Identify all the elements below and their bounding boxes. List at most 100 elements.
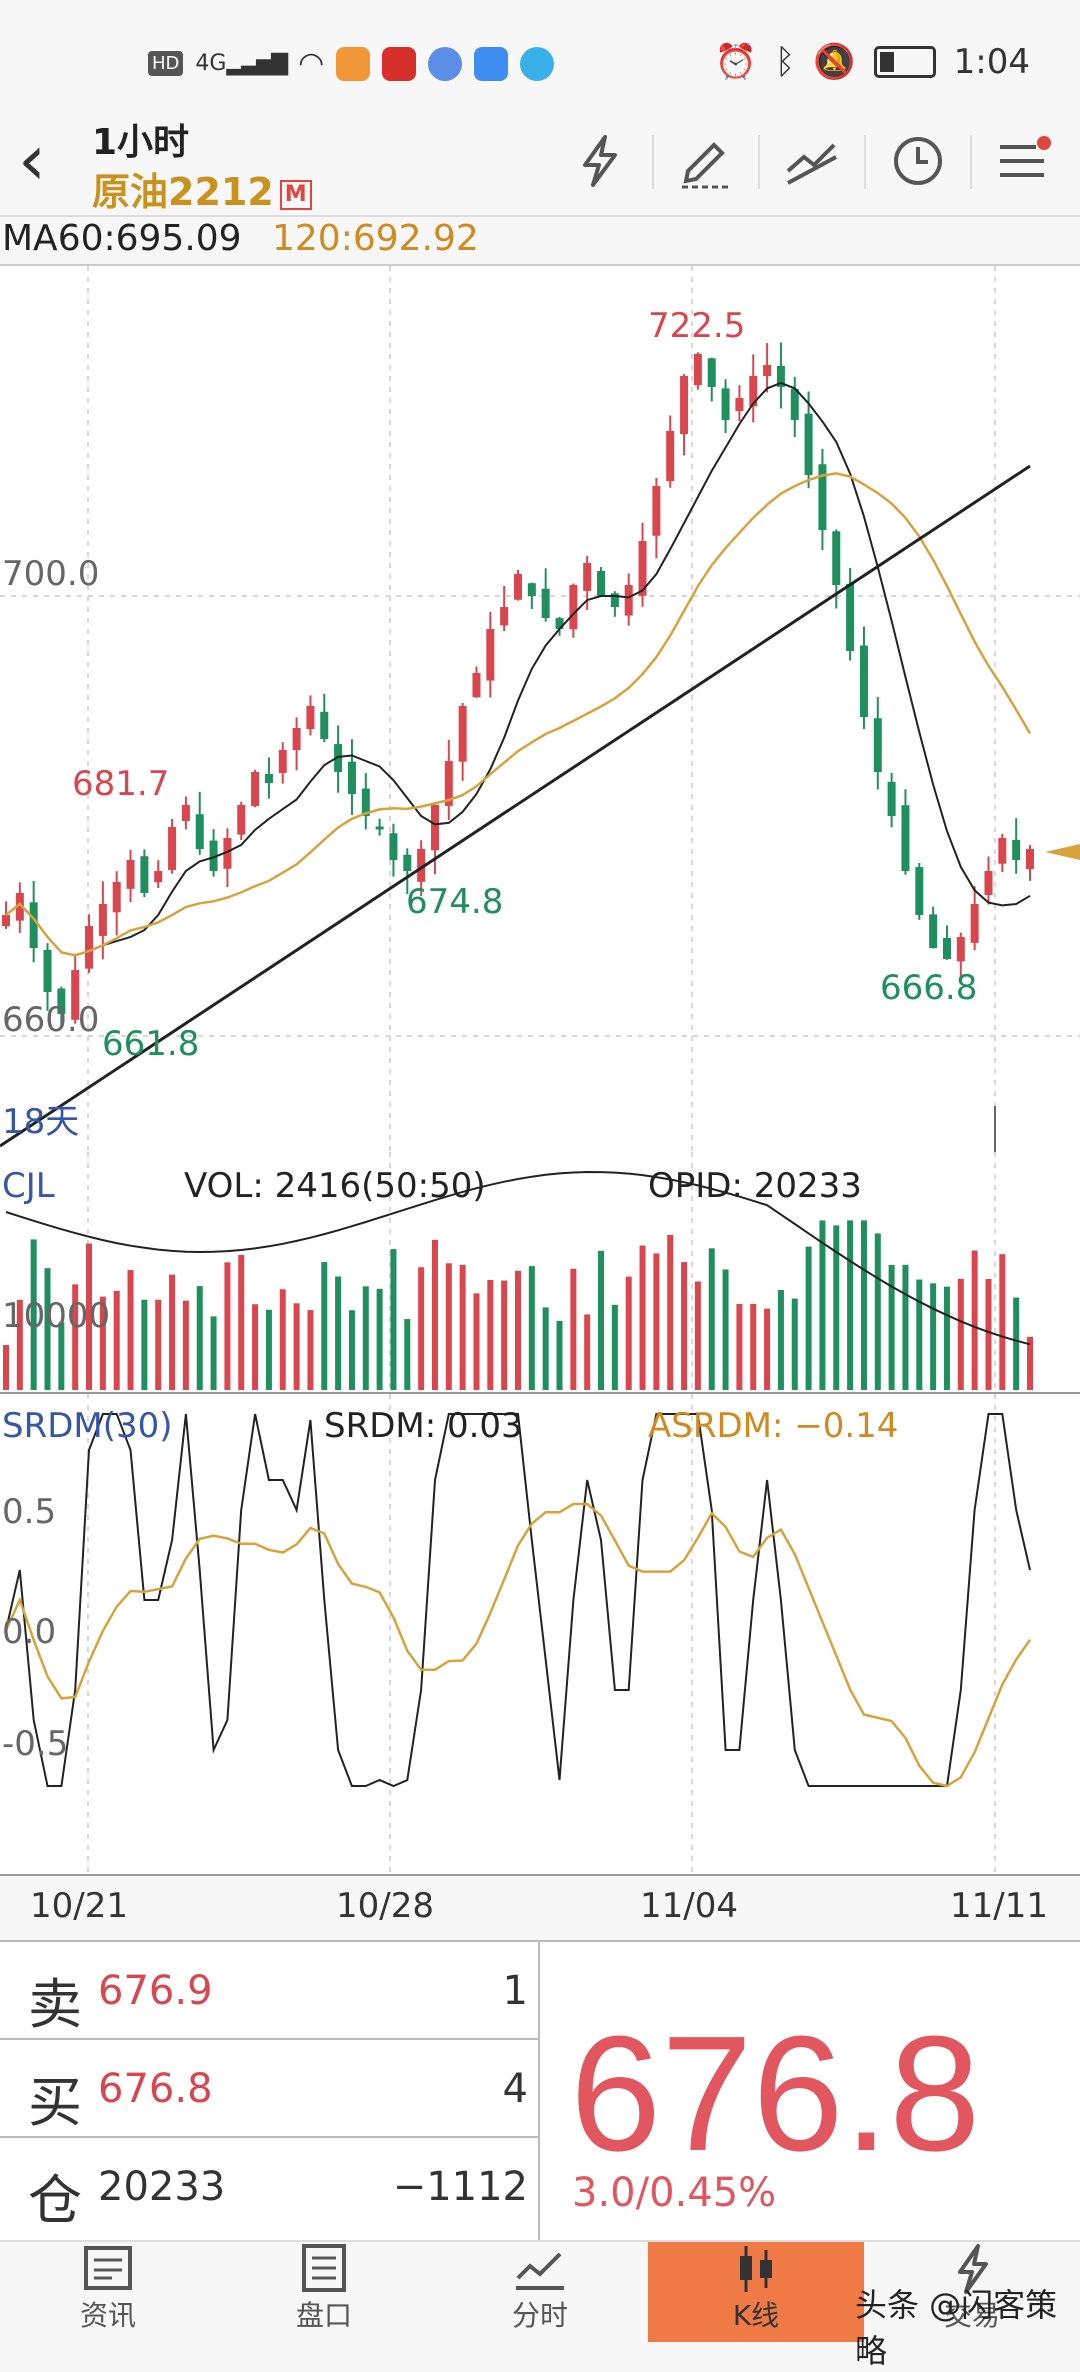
nav-label: 交易 [943, 2299, 1000, 2332]
volume-name: CJL [2, 1166, 55, 1206]
candle-body [223, 838, 232, 869]
volume-bar [238, 1254, 245, 1390]
news-icon [84, 2246, 132, 2290]
bid-qty: 4 [502, 2066, 528, 2112]
nav-timeshare[interactable]: 分时 [432, 2242, 648, 2342]
vol-axis-label: 10000 [2, 1296, 111, 1336]
nav-orderbook[interactable]: 盘口 [216, 2242, 432, 2342]
flash-button[interactable] [560, 121, 640, 201]
x-tick-1104: 11/04 [640, 1886, 738, 1926]
volume-bar [515, 1270, 521, 1390]
quote-box: 卖 676.9 1 买 676.8 4 仓 20233 −1112 [0, 1940, 1080, 2242]
volume-bar [459, 1264, 466, 1390]
candle-body [763, 365, 772, 377]
bid-row[interactable]: 买 676.8 4 [0, 2040, 540, 2138]
candlestick-chart [0, 266, 1080, 1152]
candle-body [693, 354, 702, 386]
oi-value: 20233 [98, 2164, 226, 2210]
candle-body [458, 706, 467, 762]
nav-label: 分时 [511, 2299, 568, 2332]
candle-body [417, 849, 426, 882]
candlestick-panel[interactable]: 700.0 660.0 722.5 681.7 674.8 661.8 666.… [0, 264, 1080, 1154]
volume-panel[interactable]: CJL VOL: 2416(50:50) OPID: 20233 10000 [0, 1152, 1080, 1394]
low-674-annotation: 674.8 [406, 882, 504, 922]
candle-body [195, 814, 204, 849]
wifi-icon: ◠ [298, 46, 325, 81]
bid-price: 676.8 [98, 2066, 213, 2112]
volume-bar [30, 1239, 37, 1390]
nav-kline[interactable]: K线 [648, 2242, 864, 2342]
nav-news[interactable]: 资讯 [0, 2242, 216, 2342]
ma120-value: 120:692.92 [272, 218, 479, 259]
bottom-nav: 资讯 盘口 分时 K线 交易 [0, 2240, 1080, 2342]
volume-bar [653, 1253, 660, 1390]
candle-body [859, 645, 868, 717]
notification-dot-icon [1037, 136, 1051, 150]
back-button[interactable]: ‹ [18, 119, 46, 201]
ask-row[interactable]: 卖 676.9 1 [0, 1942, 540, 2040]
volume-bar [252, 1304, 259, 1390]
open-interest-row[interactable]: 仓 20233 −1112 [0, 2138, 540, 2242]
bluetooth-icon: ᛒ [774, 42, 796, 82]
volume-bar [860, 1220, 867, 1390]
orderbook-icon [302, 2244, 346, 2292]
candle-body [375, 826, 384, 830]
volume-bar [390, 1249, 397, 1390]
volume-bar [750, 1303, 757, 1390]
weather-app-icon [474, 46, 509, 81]
candle-body [721, 388, 730, 420]
candle-body [527, 583, 536, 596]
volume-bar [487, 1279, 494, 1390]
srdm-value: SRDM: 0.03 [324, 1406, 523, 1446]
candle-body [790, 388, 799, 420]
candle-body [942, 937, 951, 959]
x-tick-1028: 10/28 [336, 1886, 434, 1926]
volume-bar [501, 1280, 508, 1390]
volume-bar [473, 1293, 480, 1390]
volume-bar [847, 1220, 854, 1390]
candle-body [569, 585, 578, 630]
volume-bar [376, 1288, 383, 1390]
x-tick-1111: 11/11 [950, 1886, 1048, 1926]
candle-body [98, 904, 107, 936]
volume-bar [293, 1303, 300, 1390]
srdm-panel[interactable]: SRDM(30) SRDM: 0.03 ASRDM: −0.14 0.5 0.0… [0, 1394, 1080, 1876]
volume-bar [985, 1279, 992, 1390]
volume-bar [791, 1298, 798, 1390]
indicator-button[interactable] [772, 121, 852, 201]
volume-bar [556, 1320, 563, 1390]
nav-trade[interactable]: 交易 [864, 2242, 1080, 2342]
volume-bar [155, 1299, 162, 1390]
toolbar-divider [970, 135, 972, 189]
volume-bar [888, 1264, 895, 1390]
volume-bar [404, 1319, 411, 1390]
candle-body [29, 902, 38, 948]
trend-line[interactable] [0, 464, 1031, 1148]
volume-bar [348, 1310, 355, 1390]
volume-bar [16, 1299, 23, 1390]
period-label[interactable]: 1小时 [92, 122, 190, 163]
volume-bar [362, 1286, 369, 1390]
srdm-chart [4, 1394, 1032, 1874]
volume-bar [196, 1286, 203, 1390]
symbol-label[interactable]: 原油2212 M [92, 161, 312, 216]
volume-bar [694, 1281, 701, 1390]
vol-value: VOL: 2416(50:50) [184, 1166, 486, 1206]
candle-body [389, 833, 398, 860]
trade-icon [958, 2244, 988, 2294]
period-switch-button[interactable] [878, 121, 958, 201]
timeshare-icon [516, 2252, 564, 2290]
nav-label: 资讯 [79, 2299, 136, 2332]
volume-bar [681, 1262, 688, 1390]
candle-body [998, 838, 1007, 864]
volume-bar [874, 1233, 881, 1390]
draw-button[interactable] [666, 121, 746, 201]
status-bar: HD 4G▂▃▅▇ ◠ ⏰ ᛒ 🔕 1:04 [0, 0, 1080, 120]
volume-bar [708, 1248, 715, 1390]
volume-bar [667, 1234, 674, 1390]
candle-body [541, 588, 550, 618]
candle-body [181, 805, 190, 821]
volume-bar [1013, 1297, 1020, 1390]
menu-button[interactable] [984, 121, 1064, 201]
ma60-value: MA60:695.09 [2, 218, 242, 259]
